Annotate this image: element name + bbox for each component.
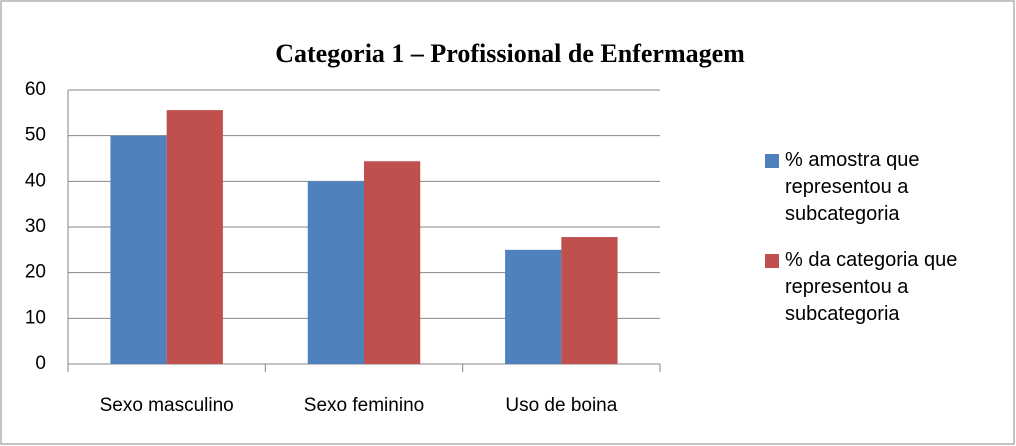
y-tick-label: 0 xyxy=(35,353,46,374)
y-tick-label: 50 xyxy=(25,125,46,146)
x-tick-label: Uso de boina xyxy=(505,395,617,416)
bar xyxy=(307,181,364,364)
bar xyxy=(166,110,223,365)
x-tick-label: Sexo feminino xyxy=(304,395,424,416)
legend: % amostra que representou a subcategoria… xyxy=(765,147,995,347)
y-tick-label: 20 xyxy=(25,262,46,283)
y-tick-label: 40 xyxy=(25,170,46,191)
bar xyxy=(505,249,562,364)
legend-swatch xyxy=(765,254,779,268)
legend-label: % amostra que representou a subcategoria xyxy=(785,149,920,225)
chart-title: Categoria 1 – Profissional de Enfermagem xyxy=(275,39,745,68)
legend-item: % da categoria que representou a subcate… xyxy=(765,247,995,328)
legend-swatch xyxy=(765,154,779,168)
legend-label: % da categoria que representou a subcate… xyxy=(785,249,958,325)
bar xyxy=(561,237,618,364)
y-tick-label: 60 xyxy=(25,79,46,100)
bar xyxy=(110,135,167,364)
bar xyxy=(364,161,421,364)
x-tick-label: Sexo masculino xyxy=(100,395,234,416)
legend-item: % amostra que representou a subcategoria xyxy=(765,147,995,228)
y-tick-label: 10 xyxy=(25,307,46,328)
title-background xyxy=(215,32,805,80)
y-tick-label: 30 xyxy=(25,216,46,237)
